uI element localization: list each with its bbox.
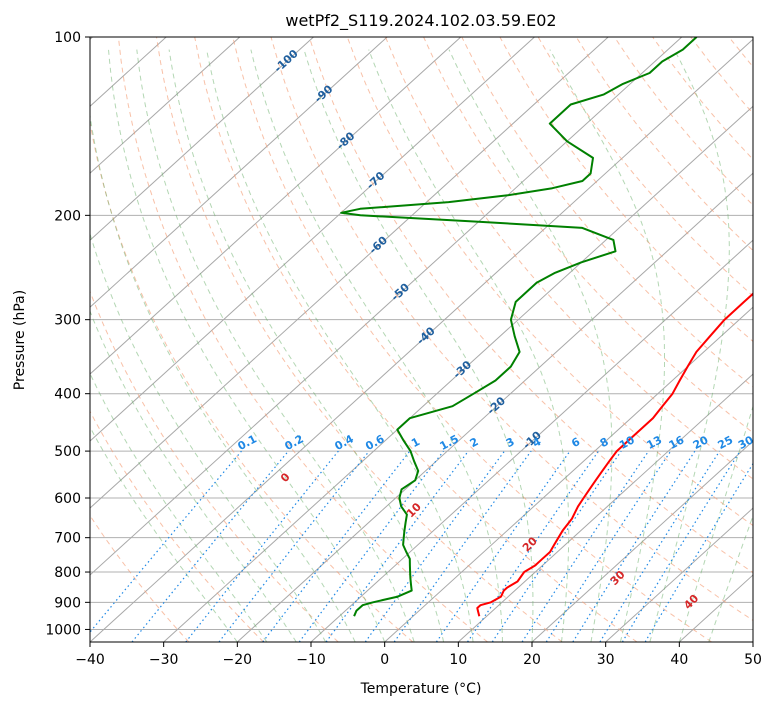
x-tick-label: 20 xyxy=(523,652,541,668)
isotherm--80 xyxy=(90,37,462,375)
mixing-ratio-label: 25 xyxy=(716,433,736,452)
moist-adiabat xyxy=(90,372,268,642)
moist-adiabat xyxy=(90,111,356,642)
dry-adiabat xyxy=(232,37,712,642)
x-tick-label: 30 xyxy=(597,652,615,668)
mixing-ratio-line xyxy=(218,450,370,642)
isotherm-0 xyxy=(384,306,753,642)
x-tick-label: 50 xyxy=(744,652,762,668)
y-axis-label: Pressure (hPa) xyxy=(12,290,28,390)
moist-adiabat xyxy=(90,426,238,642)
mixing-ratio-line xyxy=(393,450,532,642)
isotherm-10 xyxy=(457,373,753,642)
y-tick-label: 600 xyxy=(54,491,81,507)
moist-adiabat xyxy=(549,49,665,642)
moist-adiabat xyxy=(250,49,503,642)
dry-adiabat xyxy=(499,37,753,343)
axes-layer: −40 −30 −20 −10 0 10 20 30 40 50 100 200 300 400 500 60… xyxy=(45,30,762,668)
isotherm-50 xyxy=(752,641,753,642)
y-tick-label: 500 xyxy=(54,444,81,460)
dry-adiabat xyxy=(767,37,775,642)
chart-title: wetPf2_S119.2024.102.03.59.E02 xyxy=(285,11,556,31)
dry-adiabat xyxy=(385,37,753,480)
x-tick-label: 40 xyxy=(670,652,688,668)
dry-adiabat xyxy=(90,514,190,642)
moist-adiabat xyxy=(448,49,613,642)
x-tick-label: −20 xyxy=(223,652,253,668)
background-lines-layer xyxy=(90,37,775,642)
moist-adiabat xyxy=(303,49,534,642)
dry-adiabat xyxy=(90,410,264,642)
mixing-ratio-line xyxy=(621,450,741,642)
y-tick-label: 100 xyxy=(54,30,81,46)
y-tick-label: 800 xyxy=(54,565,81,581)
mixing-ratio-label: 13 xyxy=(645,433,665,452)
mixing-ratio-line xyxy=(467,450,599,642)
y-tick-label: 400 xyxy=(54,387,81,403)
x-tick-label: 10 xyxy=(449,652,467,668)
moist-adiabat xyxy=(90,309,297,642)
plot-frame xyxy=(89,36,754,643)
isotherm--50 xyxy=(90,37,683,576)
dry-adiabat xyxy=(194,37,638,642)
mixing-ratio-line xyxy=(644,462,753,642)
y-tick-label: 1000 xyxy=(45,622,81,638)
moist-adiabat xyxy=(136,49,415,642)
isotherm--20 xyxy=(236,172,753,642)
dry-adiabat xyxy=(117,37,488,642)
mixing-ratio-line xyxy=(599,450,721,642)
moist-adiabat xyxy=(168,49,445,642)
dry-adiabat xyxy=(90,119,414,642)
y-tick-label: 900 xyxy=(54,595,81,611)
isotherm--30 xyxy=(163,105,753,642)
isotherm--110 xyxy=(90,37,241,174)
data-layer xyxy=(340,37,753,617)
moist-adiabat xyxy=(90,232,327,642)
dry-adiabat xyxy=(537,37,753,297)
mixing-ratio-line xyxy=(298,450,444,642)
moist-adiabat xyxy=(108,49,386,642)
isotherm--100 xyxy=(90,37,314,241)
moist-adiabat xyxy=(206,49,474,642)
mixing-ratio-label: 30 xyxy=(736,433,756,452)
isotherm-30 xyxy=(605,507,753,642)
isotherm-20 xyxy=(531,440,753,642)
mixing-ratio-label: 20 xyxy=(691,433,711,452)
profile-line-1 xyxy=(340,37,698,617)
mixing-ratio-line xyxy=(545,450,672,642)
grid-layer xyxy=(90,37,753,642)
y-tick-label: 200 xyxy=(54,208,81,224)
isotherm--70 xyxy=(90,37,535,442)
isotherm--40 xyxy=(90,38,753,642)
isotherm--10 xyxy=(310,239,753,642)
y-tick-label: 700 xyxy=(54,531,81,547)
profile-line-0 xyxy=(476,292,753,617)
mixing-ratio-line xyxy=(435,450,571,642)
x-axis-label: Temperature (°C) xyxy=(360,681,482,697)
mixing-ratio-label: 16 xyxy=(667,433,687,452)
isotherm--90 xyxy=(90,37,388,308)
mixing-ratio-label: 10 xyxy=(617,433,637,452)
dry-adiabat xyxy=(90,290,339,642)
mixing-ratio-line xyxy=(572,450,696,642)
x-tick-label: −10 xyxy=(296,652,326,668)
moist-adiabat xyxy=(368,49,570,642)
mixing-ratio-line xyxy=(521,450,650,642)
mixing-ratio-line xyxy=(185,450,339,642)
dry-adiabat xyxy=(308,37,753,574)
x-tick-label: 0 xyxy=(380,652,389,668)
mixing-ratio-line xyxy=(491,450,622,642)
x-tick-label: −40 xyxy=(75,652,105,668)
x-tick-label: −30 xyxy=(149,652,179,668)
y-tick-label: 300 xyxy=(54,313,81,329)
dry-adiabat xyxy=(270,37,753,621)
dry-adiabat xyxy=(346,37,753,527)
isotherm--60 xyxy=(90,37,609,509)
dry-adiabat xyxy=(156,37,563,642)
